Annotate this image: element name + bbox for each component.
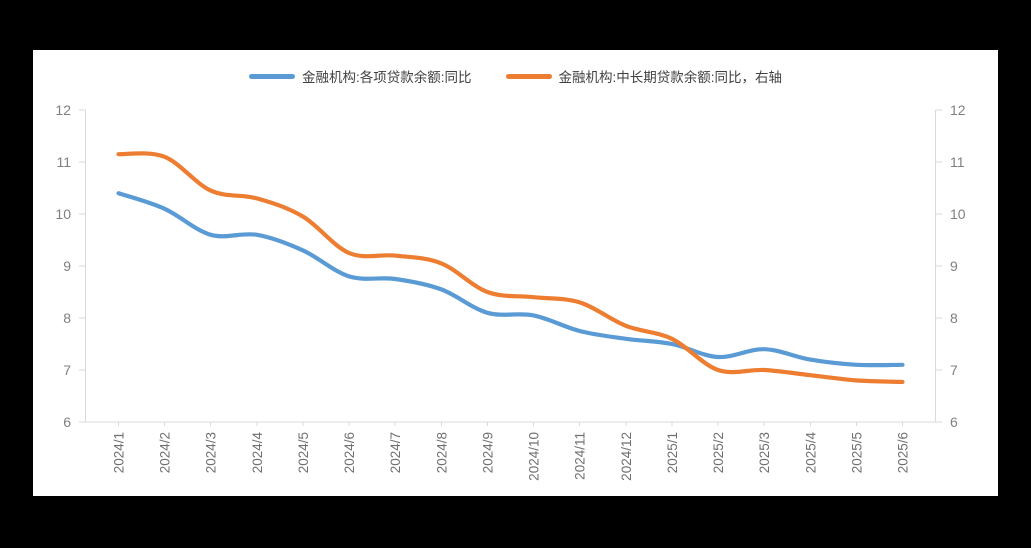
x-axis-ticks: 2024/1 2024/2 2024/3 2024/4 2024/5 2024/6 2024… [112,422,911,481]
series-lines [116,151,905,385]
series-line-0 [116,191,905,368]
x-tick-label: 2024/4 [250,432,265,474]
x-tick-label: 2025/6 [896,432,911,473]
line-chart: 12 11 10 9 8 7 6 12 11 10 9 8 7 6 2024/1 2024/2 2024/3… [55,102,966,481]
x-tick-label: 2025/2 [711,432,726,473]
right-tick-label: 8 [950,310,958,326]
left-tick-label: 12 [55,102,71,118]
x-tick-label: 2025/3 [757,432,772,473]
x-tick-label: 2024/5 [296,432,311,473]
left-tick-label: 10 [55,206,71,222]
legend-label-0: 金融机构:各项贷款余额:同比 [301,70,472,85]
x-tick-label: 2025/5 [849,432,864,473]
x-tick-label: 2024/6 [342,432,357,473]
x-tick-label: 2024/1 [112,432,127,473]
legend-label-1: 金融机构:中长期贷款余额:同比，右轴 [558,70,783,85]
right-tick-label: 11 [950,154,965,170]
right-tick-label: 6 [950,414,958,430]
right-tick-label: 7 [950,362,958,378]
chart-legend: 金融机构:各项贷款余额:同比 金融机构:中长期贷款余额:同比，右轴 [33,66,998,86]
x-tick-label: 2025/4 [803,432,818,474]
right-tick-label: 9 [950,258,958,274]
series-line-1 [116,151,905,385]
x-tick-label: 2024/12 [619,432,634,481]
right-tick-label: 12 [950,102,966,118]
right-axis-ticks: 12 11 10 9 8 7 6 [935,102,966,430]
x-tick-label: 2024/2 [158,432,173,473]
x-tick-label: 2024/9 [480,432,495,473]
left-tick-label: 9 [63,258,71,274]
legend-swatch-icon-0 [248,73,295,79]
left-tick-label: 8 [63,310,71,326]
x-tick-label: 2024/10 [527,432,542,481]
left-tick-label: 6 [63,414,71,430]
x-tick-label: 2025/1 [665,432,680,473]
right-tick-label: 10 [950,206,966,222]
x-tick-label: 2024/7 [388,432,403,473]
left-tick-label: 11 [56,154,71,170]
legend-item-0[interactable]: 金融机构:各项贷款余额:同比 [248,66,472,86]
x-tick-label: 2024/3 [204,432,219,473]
legend-item-1[interactable]: 金融机构:中长期贷款余额:同比，右轴 [505,66,783,86]
left-tick-label: 7 [63,362,71,378]
left-axis-ticks: 12 11 10 9 8 7 6 [55,102,86,430]
chart-panel: 金融机构:各项贷款余额:同比 金融机构:中长期贷款余额:同比，右轴 12 11 10… [33,50,998,496]
x-tick-label: 2024/8 [434,432,449,473]
x-tick-label: 2024/11 [573,432,588,480]
legend-swatch-icon-1 [505,73,552,79]
